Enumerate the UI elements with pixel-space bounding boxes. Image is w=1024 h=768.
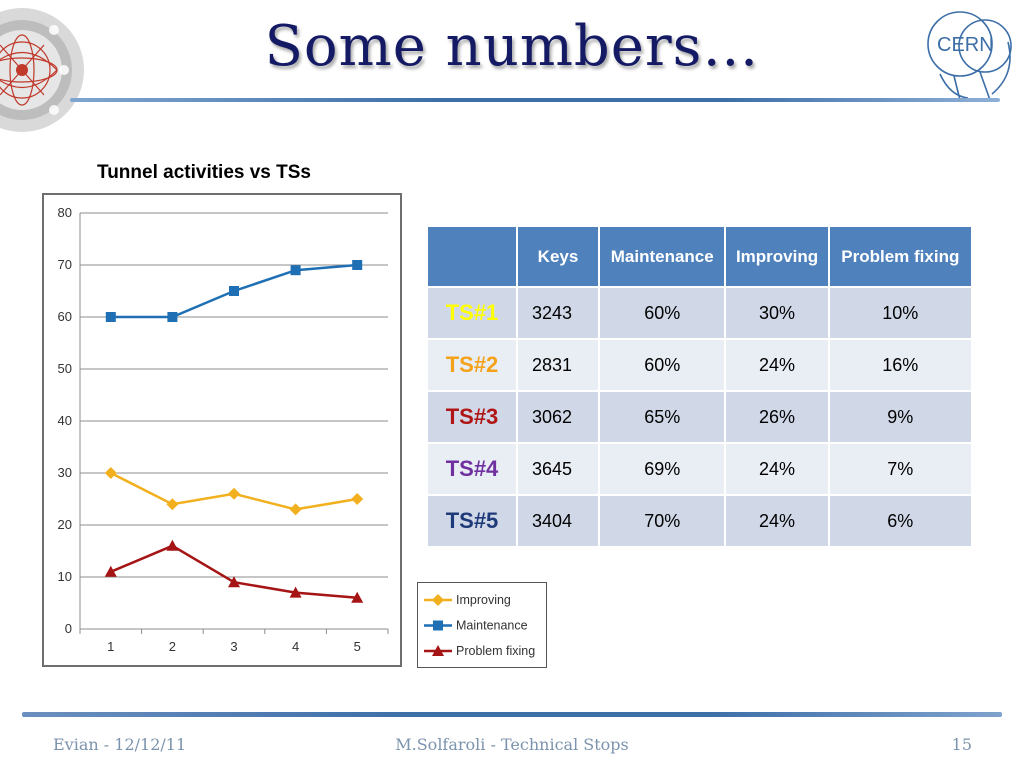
cell-maintenance: 60%: [597, 338, 727, 392]
y-tick-label: 0: [65, 621, 72, 636]
row-label-ts5: TS#5: [426, 494, 518, 548]
row-label-ts3: TS#3: [426, 390, 518, 444]
data-point-maintenance: [167, 312, 178, 322]
cell-maintenance: 70%: [597, 494, 727, 548]
legend-items: Improving Maintenance Problem fixing: [424, 593, 535, 658]
data-point-maintenance: [352, 260, 363, 270]
cell-maintenance: 60%: [597, 286, 727, 340]
y-tick-label: 80: [58, 205, 72, 220]
data-point-improving: [289, 503, 302, 516]
y-tick-label: 20: [58, 517, 72, 532]
legend-label-maintenance: Maintenance: [456, 619, 528, 633]
header-maintenance: Maintenance: [597, 225, 727, 288]
slide-title: Some numbers…: [264, 14, 760, 79]
header-keys: Keys: [516, 225, 600, 288]
ts-summary-table: Keys Maintenance Improving Problem fixin…: [426, 225, 974, 548]
y-tick-label: 60: [58, 309, 72, 324]
cell-problem-fixing: 10%: [827, 286, 974, 340]
data-point-maintenance: [229, 286, 239, 296]
data-point-improving: [228, 487, 240, 500]
table-row: TS#3 3062 65% 26% 9%: [426, 390, 974, 444]
data-point-maintenance: [290, 265, 301, 276]
cell-keys: 2831: [516, 338, 600, 392]
y-tick-label: 40: [58, 413, 72, 428]
cell-improving: 24%: [724, 338, 830, 392]
legend-label-problem-fixing: Problem fixing: [456, 644, 535, 658]
cell-keys: 3645: [516, 442, 600, 496]
cell-improving: 26%: [724, 390, 830, 444]
cell-problem-fixing: 9%: [827, 390, 974, 444]
data-point-maintenance: [105, 312, 116, 322]
legend-marker-problem-fixing: [432, 645, 444, 656]
data-point-problem-fixing: [228, 576, 240, 588]
table-row: TS#2 2831 60% 24% 16%: [426, 338, 974, 392]
y-tick-label: 50: [58, 361, 72, 376]
data-point-problem-fixing: [104, 565, 117, 577]
table-row: TS#5 3404 70% 24% 6%: [426, 494, 974, 548]
row-label-ts4: TS#4: [426, 442, 518, 496]
footer-author-topic: M.Solfaroli - Technical Stops: [395, 735, 629, 754]
x-tick-label: 5: [354, 639, 361, 654]
cell-problem-fixing: 6%: [827, 494, 974, 548]
cell-improving: 30%: [724, 286, 830, 340]
chart-legend: Improving Maintenance Problem fixing: [417, 582, 547, 668]
header-problem-fixing: Problem fixing: [827, 225, 974, 288]
footer-date-location: Evian - 12/12/11: [53, 735, 187, 754]
row-label-ts1: TS#1: [426, 286, 518, 340]
cell-keys: 3243: [516, 286, 600, 340]
series-line-problem-fixing: [110, 544, 358, 600]
data-point-improving: [351, 493, 364, 505]
cell-keys: 3404: [516, 494, 600, 548]
legend-label-improving: Improving: [456, 593, 511, 607]
chart-title: Tunnel activities vs TSs: [97, 162, 312, 183]
y-tick-label: 10: [58, 569, 72, 584]
legend-marker-maintenance: [433, 620, 443, 631]
data-point-improving: [104, 467, 117, 479]
line-chart: 0 10 20 30 40 50 60 70 80 1 2 3 4 5: [58, 205, 389, 654]
table-row: TS#1 3243 60% 30% 10%: [426, 286, 974, 340]
x-tick-label: 2: [169, 639, 176, 654]
data-point-problem-fixing: [351, 591, 364, 603]
y-tick-label: 30: [58, 465, 72, 480]
header-corner: [426, 225, 518, 288]
cell-maintenance: 65%: [597, 390, 727, 444]
cell-improving: 24%: [724, 494, 830, 548]
y-tick-label: 70: [58, 257, 72, 272]
data-point-problem-fixing: [166, 539, 179, 551]
data-point-problem-fixing: [289, 586, 302, 598]
x-tick-label: 4: [292, 639, 299, 654]
chart-frame: 0 10 20 30 40 50 60 70 80 1 2 3 4 5: [42, 193, 402, 667]
table-header-row: Keys Maintenance Improving Problem fixin…: [426, 225, 974, 288]
cell-maintenance: 69%: [597, 442, 727, 496]
cell-improving: 24%: [724, 442, 830, 496]
detector-logo: [0, 8, 84, 132]
cell-problem-fixing: 7%: [827, 442, 974, 496]
cell-keys: 3062: [516, 390, 600, 444]
x-tick-label: 1: [107, 639, 114, 654]
cern-logo-lettering: CERN: [937, 34, 994, 56]
cell-problem-fixing: 16%: [827, 338, 974, 392]
x-tick-label: 3: [230, 639, 237, 654]
title-divider: [70, 98, 1000, 102]
data-point-improving: [166, 498, 179, 511]
legend-marker-improving: [432, 594, 444, 606]
header-improving: Improving: [724, 225, 830, 288]
footer-divider: [22, 712, 1002, 717]
row-label-ts2: TS#2: [426, 338, 518, 392]
slide-number: 15: [951, 735, 972, 754]
table-row: TS#4 3645 69% 24% 7%: [426, 442, 974, 496]
cern-logo: CERN: [927, 11, 1012, 100]
